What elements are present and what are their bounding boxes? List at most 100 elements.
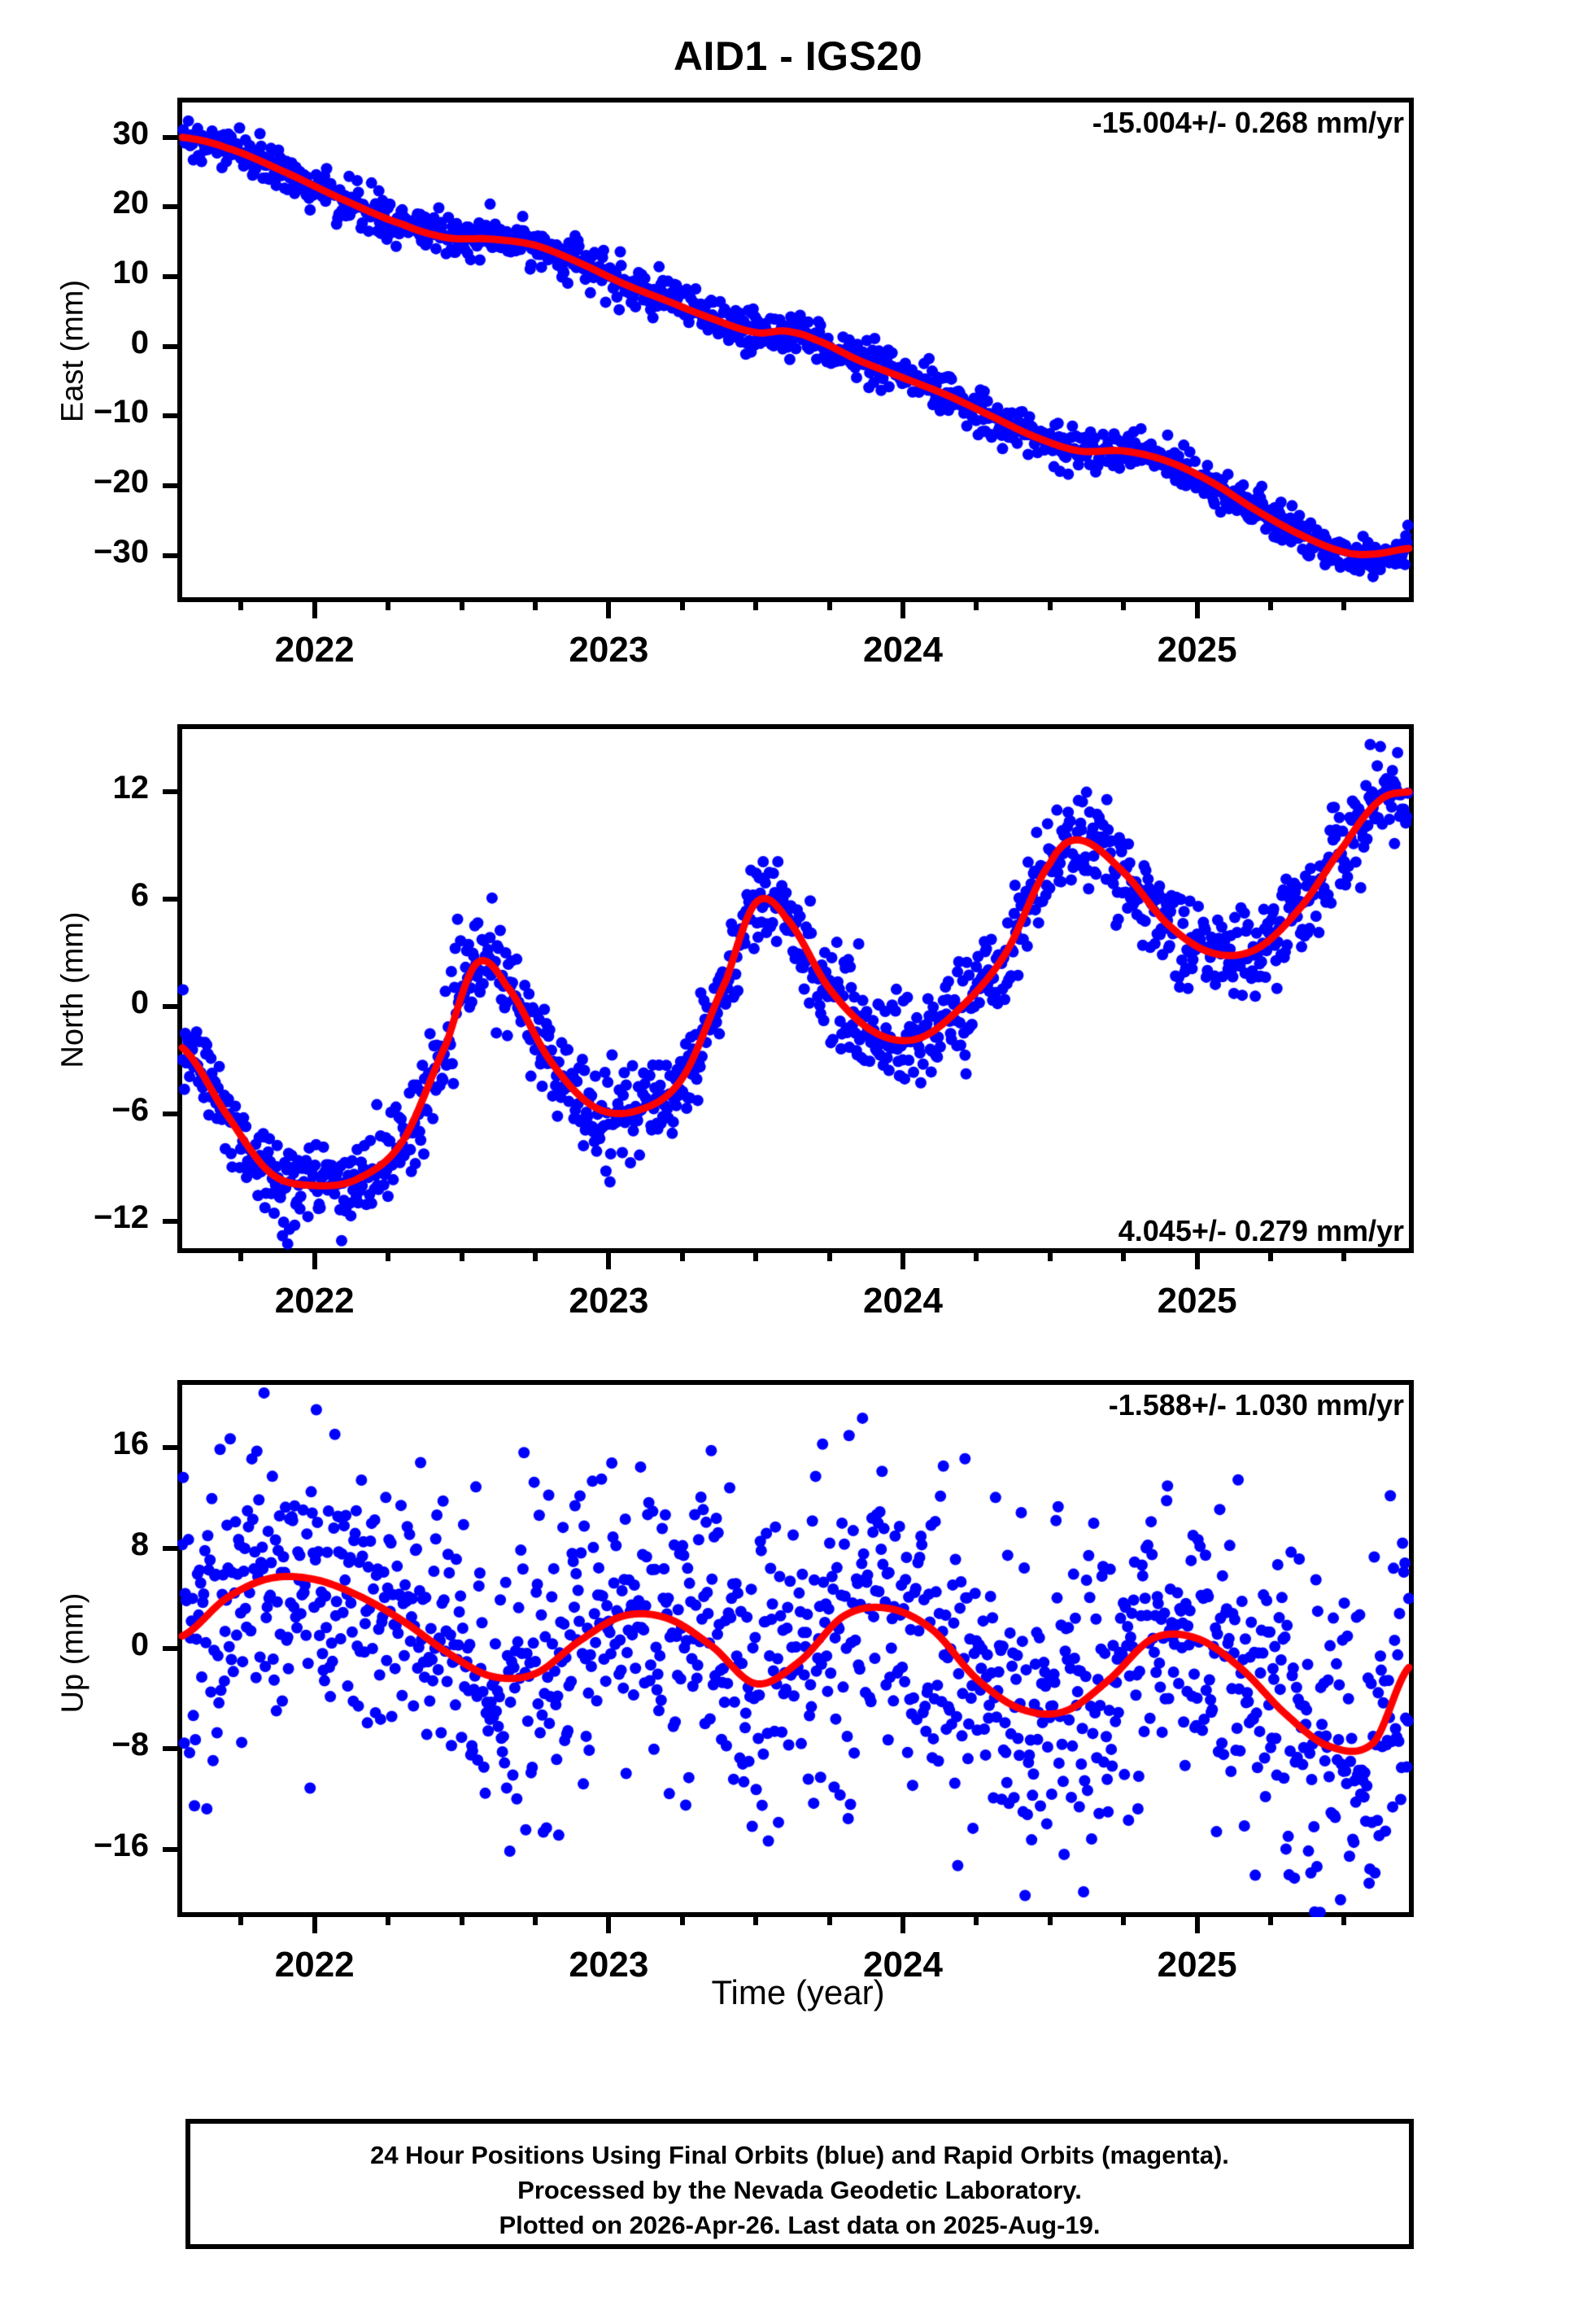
x-tick-label: 2024 [863,1945,943,1985]
x-tick-label: 2023 [569,1945,649,1985]
y-tick-mark [163,897,179,902]
y-tick-label: 16 [112,1426,150,1462]
x-tick-label: 2022 [274,1281,355,1321]
y-tick-mark [163,1112,179,1116]
y-tick-label: 0 [130,985,149,1020]
panel-north-plot-area [177,724,1414,1253]
x-tick-label: 2022 [274,1945,355,1985]
x-major-tick-mark [606,1248,612,1269]
y-tick-label: −30 [94,533,149,570]
x-minor-tick-mark [532,1248,538,1261]
x-minor-tick-mark [826,1248,832,1261]
x-minor-tick-mark [826,1912,832,1925]
x-minor-tick-mark [1047,597,1053,610]
figure-caption-box: 24 Hour Positions Using Final Orbits (bl… [185,2119,1414,2249]
y-tick-label: 12 [112,770,150,806]
x-minor-tick-mark [386,1248,391,1261]
x-minor-tick-mark [974,597,979,610]
x-minor-tick-mark [753,597,759,610]
y-tick-mark [163,1746,179,1752]
y-tick-label: 20 [112,185,150,221]
x-minor-tick-mark [753,1912,759,1925]
x-minor-tick-mark [1268,597,1274,610]
x-tick-label: 2025 [1157,630,1237,670]
x-major-tick-mark [606,1912,612,1933]
x-minor-tick-mark [1121,597,1127,610]
x-major-tick-mark [1194,1248,1200,1269]
x-major-tick-mark [1194,597,1200,618]
x-minor-tick-mark [753,1248,759,1261]
y-tick-label: −8 [111,1727,149,1763]
x-minor-tick-mark [238,1912,244,1925]
x-major-tick-mark [312,1912,317,1933]
x-major-tick-mark [900,597,905,618]
x-minor-tick-mark [238,597,244,610]
x-tick-label: 2023 [569,1281,649,1321]
panel-up-rate-annotation: -1.588+/- 1.030 mm/yr [1108,1388,1404,1422]
caption-line-1: 24 Hour Positions Using Final Orbits (bl… [370,2141,1229,2169]
x-minor-tick-mark [459,597,464,610]
x-major-tick-mark [1194,1912,1200,1933]
caption-line-3: Plotted on 2026-Apr-26. Last data on 202… [499,2211,1101,2239]
panel-up [177,1380,1414,1917]
y-tick-mark [163,1004,179,1009]
y-tick-mark [163,413,179,419]
caption-line-2: Processed by the Nevada Geodetic Laborat… [517,2176,1082,2204]
y-tick-label: −10 [94,394,149,430]
y-tick-mark [163,1846,179,1852]
x-minor-tick-mark [679,1248,685,1261]
x-minor-tick-mark [532,1912,538,1925]
y-tick-mark [163,789,179,794]
x-minor-tick-mark [1341,597,1347,610]
y-tick-mark [163,204,179,210]
y-tick-mark [163,552,179,558]
x-minor-tick-mark [386,1912,391,1925]
x-minor-tick-mark [1341,1248,1347,1261]
x-tick-label: 2024 [863,1281,943,1321]
y-tick-label: 0 [130,324,149,360]
x-minor-tick-mark [826,597,832,610]
y-tick-mark [163,1445,179,1451]
y-tick-label: 30 [112,115,150,151]
x-major-tick-mark [900,1248,905,1269]
panel-east-plot-area [177,98,1414,602]
y-tick-label: −20 [94,463,149,500]
panel-north-rate-annotation: 4.045+/- 0.279 mm/yr [1118,1214,1404,1247]
x-axis-title: Time (year) [711,1973,885,2011]
x-minor-tick-mark [459,1248,464,1261]
x-minor-tick-mark [386,597,391,610]
x-minor-tick-mark [1341,1912,1347,1925]
panel-up-plot-area [177,1380,1414,1917]
x-major-tick-mark [900,1912,905,1933]
y-tick-label: 10 [112,255,150,291]
x-major-tick-mark [606,597,612,618]
x-minor-tick-mark [974,1248,979,1261]
y-tick-mark [163,1545,179,1551]
y-tick-mark [163,1219,179,1224]
x-minor-tick-mark [1047,1912,1053,1925]
x-minor-tick-mark [459,1912,464,1925]
x-major-tick-mark [312,1248,317,1269]
x-minor-tick-mark [238,1248,244,1261]
page-title: AID1 - IGS20 [673,33,923,79]
panel-east [177,98,1414,602]
x-tick-label: 2024 [863,630,943,670]
y-tick-mark [163,483,179,488]
panel-north [177,724,1414,1253]
y-tick-label: −12 [94,1199,149,1235]
y-tick-label: 6 [130,877,149,913]
y-tick-mark [163,343,179,349]
x-minor-tick-mark [1268,1912,1274,1925]
x-minor-tick-mark [974,1912,979,1925]
x-tick-label: 2025 [1157,1945,1237,1985]
x-major-tick-mark [312,597,317,618]
y-tick-label: 8 [130,1526,149,1562]
y-tick-label: −16 [94,1827,149,1863]
x-minor-tick-mark [1047,1248,1053,1261]
y-tick-label: 0 [130,1627,149,1662]
x-minor-tick-mark [1268,1248,1274,1261]
x-tick-label: 2023 [569,630,649,670]
x-minor-tick-mark [1121,1248,1127,1261]
x-minor-tick-mark [532,597,538,610]
